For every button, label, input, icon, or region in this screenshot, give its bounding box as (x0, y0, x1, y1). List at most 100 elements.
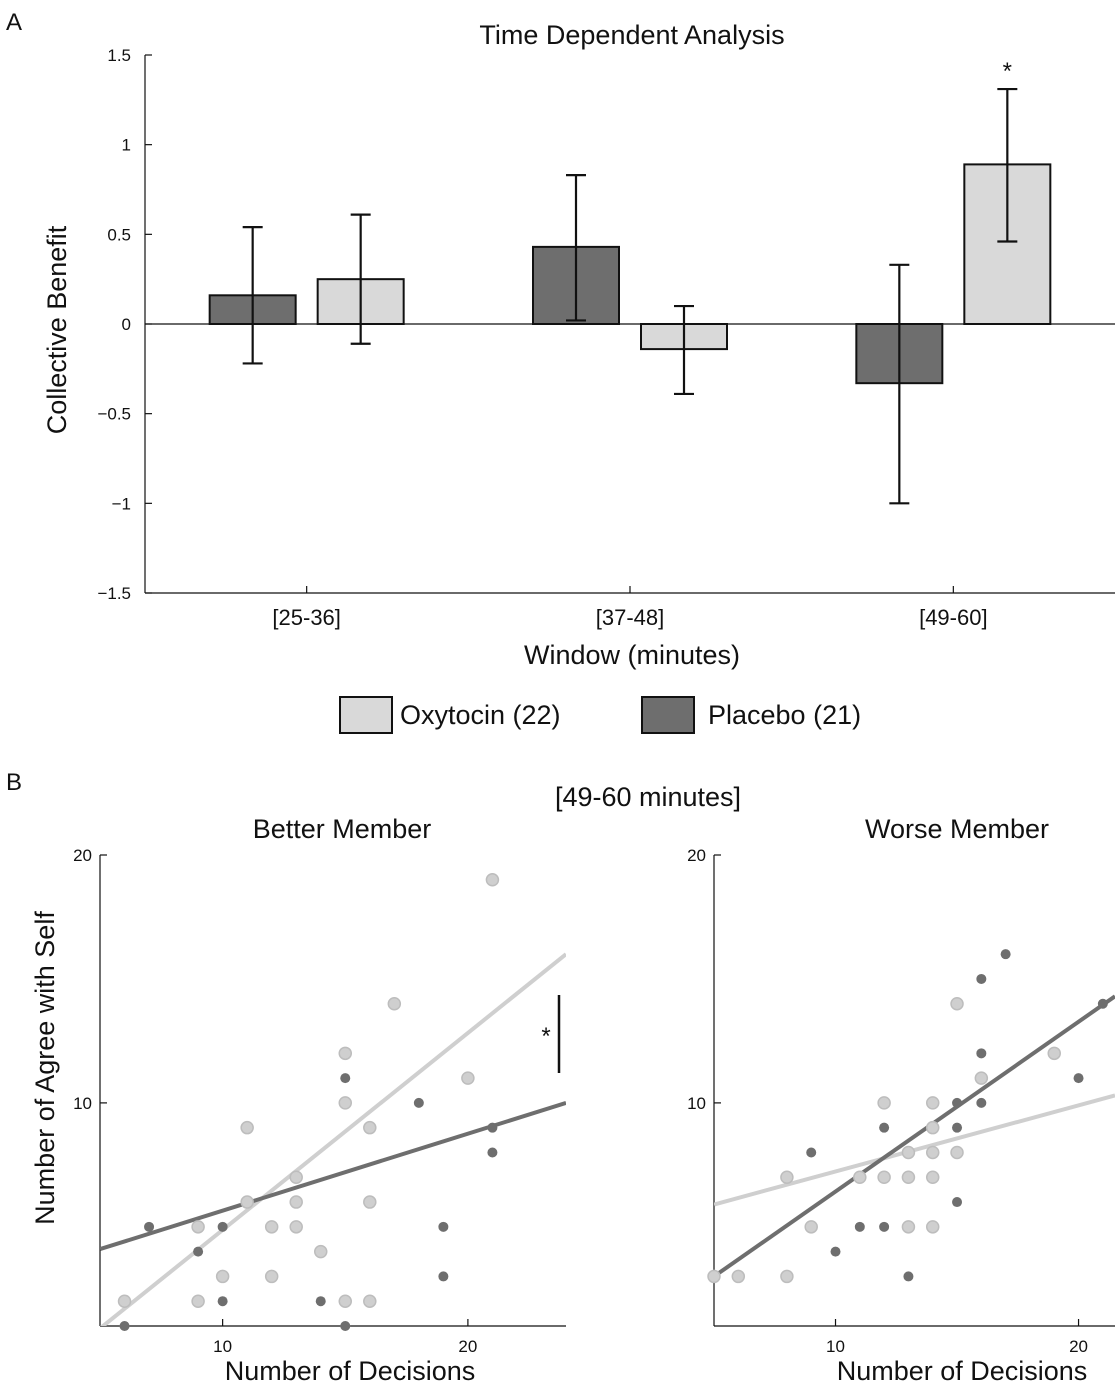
worse-member-point (950, 1145, 964, 1160)
better-member-point (363, 1120, 377, 1135)
better-member-point (144, 1221, 155, 1232)
worse-member-point (974, 1071, 989, 1085)
worse-member-point (901, 1170, 916, 1185)
better-member-point (117, 1294, 132, 1308)
worse-member-point (804, 1220, 818, 1234)
worse-member-point (925, 1170, 940, 1185)
worse-member-point (806, 1147, 817, 1158)
worse-member-axes (713, 855, 1115, 1327)
better-member-point (363, 1195, 377, 1209)
better-member-point (313, 1244, 328, 1259)
better-member-point (289, 1220, 303, 1234)
better-member-xtick-label: 10 (213, 1337, 232, 1356)
better-member-ytick-label: 10 (73, 1094, 92, 1113)
worse-member-ytick-label: 10 (687, 1094, 706, 1113)
better-member-point (217, 1296, 228, 1307)
better-member-point (191, 1220, 205, 1234)
panel-a-ylabel: Collective Benefit (42, 225, 72, 434)
worse-member-point (901, 1220, 916, 1234)
legend-swatch-oxytocin (339, 696, 393, 734)
better-member-point (340, 1321, 351, 1331)
better-member-point (363, 1294, 377, 1308)
better-member-point (289, 1195, 303, 1209)
panel-a-ytick-label: 1 (122, 136, 131, 155)
better-member-point (413, 1097, 424, 1108)
better-member-fit-line (100, 952, 566, 1326)
worse-member-point (780, 1269, 794, 1284)
panel-b-ylabel: Number of Agree with Self (30, 911, 60, 1225)
panel-a-ytick-label: 0 (122, 315, 131, 334)
panel-a-letter: A (6, 9, 22, 36)
better-member-fit-lines (100, 952, 566, 1326)
better-member-point (487, 1122, 498, 1133)
panel-a-xtick-label: [37-48] (596, 605, 665, 630)
panel-b: B [49-60 minutes] Number of Agree with S… (6, 769, 1115, 1386)
worse-member-plot: Worse Member Number of Decisions 10 20 10 2… (687, 814, 1115, 1386)
worse-member-point (879, 1221, 890, 1232)
worse-member-point (853, 1170, 867, 1185)
panel-a-xlabel: Window (minutes) (524, 640, 740, 670)
worse-member-point (976, 973, 987, 984)
panel-a-yticks: 1.5 1 0.5 0 −0.5 −1 −1.5 (97, 46, 152, 603)
worse-member-xtick-label: 20 (1069, 1337, 1088, 1356)
worse-member-point (976, 1048, 987, 1059)
worse-member-point (854, 1221, 865, 1232)
better-member-point (461, 1071, 475, 1085)
better-member-point (289, 1170, 303, 1185)
panel-a-ytick-label: 1.5 (107, 46, 131, 65)
worse-member-point (925, 1220, 940, 1234)
panel-a-xtick-label: [25-36] (272, 605, 341, 630)
worse-member-ticks: 10 20 10 20 (687, 846, 1088, 1356)
worse-member-point (1000, 949, 1011, 960)
worse-member-point (925, 1145, 940, 1160)
panel-a-xtick-label: [49-60] (919, 605, 988, 630)
worse-member-point (780, 1170, 794, 1185)
better-member-ticks: 10 20 10 20 (73, 846, 477, 1356)
better-member-axes (99, 855, 566, 1327)
legend-label-placebo: Placebo (21) (708, 700, 861, 730)
worse-member-point (903, 1271, 914, 1282)
worse-member-point (952, 1197, 963, 1208)
better-member-ytick-label: 20 (73, 846, 92, 865)
better-member-point (240, 1120, 254, 1135)
better-member-point (193, 1246, 204, 1257)
panel-b-title: [49-60 minutes] (555, 782, 741, 812)
panel-a-significance-star: * (1003, 58, 1012, 85)
panel-a-xticks: [25-36] [37-48] [49-60] (272, 586, 988, 630)
better-member-point (119, 1321, 130, 1331)
panel-a-ytick-label: 0.5 (107, 225, 131, 244)
worse-member-point (877, 1096, 891, 1110)
worse-member-fit-line (714, 994, 1115, 1279)
worse-member-point (879, 1122, 890, 1133)
better-member-point (215, 1269, 230, 1284)
worse-member-point (731, 1269, 746, 1284)
worse-member-point (952, 1122, 963, 1133)
legend-label-oxytocin: Oxytocin (22) (400, 700, 561, 730)
better-member-point (338, 1046, 353, 1061)
panel-a: A Time Dependent Analysis Collective Ben… (6, 9, 1115, 670)
worse-member-point (901, 1145, 916, 1160)
worse-member-xtick-label: 10 (826, 1337, 845, 1356)
panel-a-ytick-label: −0.5 (97, 405, 131, 424)
worse-member-fit-lines (714, 994, 1115, 1279)
worse-member-point (830, 1246, 841, 1257)
better-member-point (338, 1096, 353, 1110)
worse-member-ytick-label: 20 (687, 846, 706, 865)
better-member-point (438, 1271, 449, 1282)
better-member-point (485, 873, 500, 887)
worse-member-point (707, 1269, 721, 1284)
panel-a-ytick-label: −1.5 (97, 584, 131, 603)
better-member-point (264, 1269, 279, 1284)
better-member-xlabel: Number of Decisions (225, 1356, 476, 1386)
better-member-point (387, 996, 402, 1011)
worse-member-point (976, 1097, 987, 1108)
better-member-significance-star: * (541, 1023, 550, 1050)
panel-a-ytick-label: −1 (112, 494, 131, 513)
better-member-title: Better Member (253, 814, 432, 844)
worse-member-point (877, 1170, 891, 1185)
better-member-point (487, 1147, 498, 1158)
worse-member-point (925, 1096, 940, 1110)
better-member-point (240, 1195, 254, 1209)
worse-member-point (952, 1097, 963, 1108)
